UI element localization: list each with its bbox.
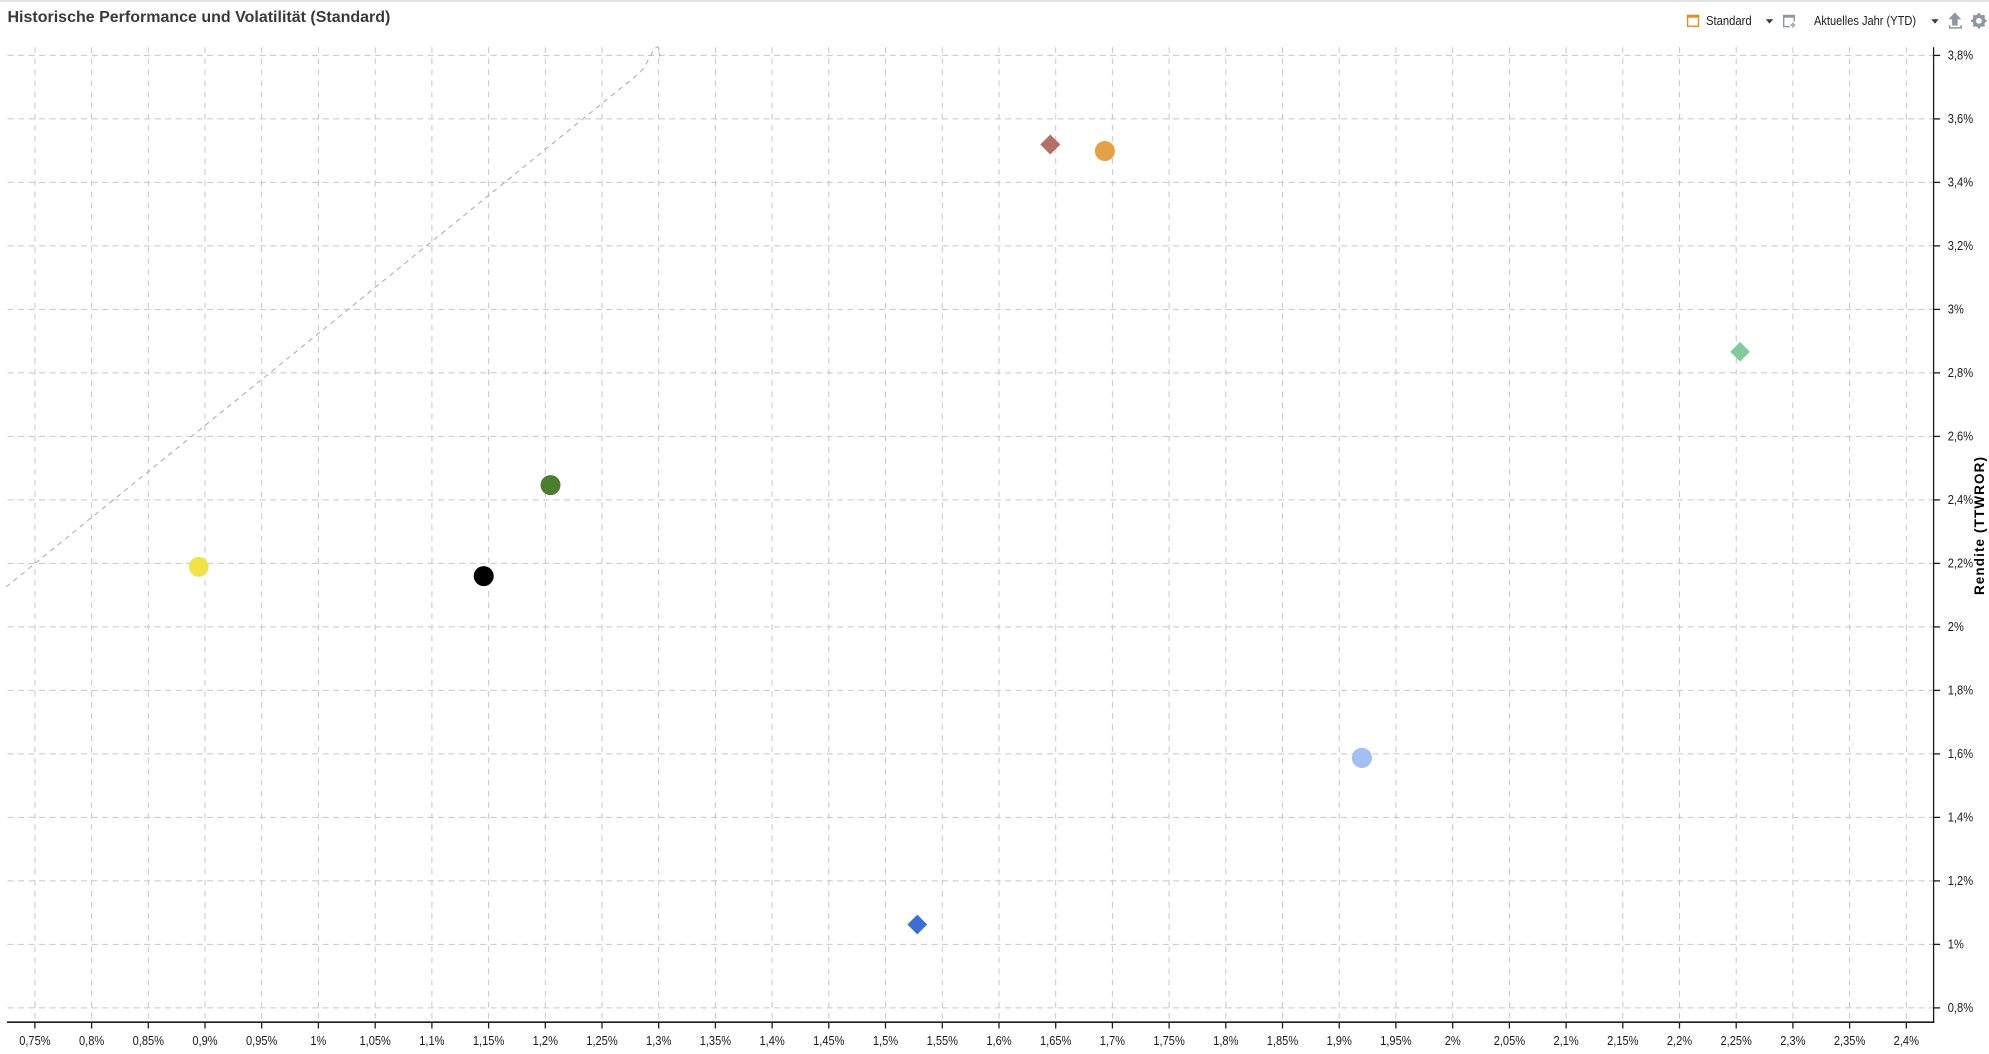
svg-text:0,95%: 0,95% [246,1034,277,1048]
svg-text:1,85%: 1,85% [1267,1034,1298,1048]
svg-text:1,1%: 1,1% [419,1034,444,1048]
svg-text:1,8%: 1,8% [1213,1034,1238,1048]
svg-text:0,8%: 0,8% [79,1034,104,1048]
svg-text:2%: 2% [1948,620,1964,634]
svg-text:3%: 3% [1948,303,1964,317]
svg-text:1,05%: 1,05% [360,1034,391,1048]
svg-text:1,2%: 1,2% [1948,874,1973,888]
svg-text:0,85%: 0,85% [133,1034,164,1048]
svg-text:1,8%: 1,8% [1948,684,1973,698]
svg-text:2,35%: 2,35% [1834,1034,1865,1048]
svg-text:1,65%: 1,65% [1040,1034,1071,1048]
svg-text:1,2%: 1,2% [533,1034,558,1048]
svg-text:1,75%: 1,75% [1153,1034,1184,1048]
svg-text:2,4%: 2,4% [1948,493,1973,507]
svg-text:1,25%: 1,25% [586,1034,617,1048]
svg-text:2,1%: 2,1% [1553,1034,1578,1048]
svg-text:1,7%: 1,7% [1100,1034,1125,1048]
svg-text:0,75%: 0,75% [19,1034,50,1048]
svg-text:1,35%: 1,35% [700,1034,731,1048]
svg-text:2,4%: 2,4% [1894,1034,1919,1048]
svg-text:2,2%: 2,2% [1667,1034,1692,1048]
svg-text:0,9%: 0,9% [192,1034,217,1048]
svg-text:1,3%: 1,3% [646,1034,671,1048]
svg-text:3,8%: 3,8% [1948,49,1973,63]
svg-text:Rendite (TTWROR): Rendite (TTWROR) [1972,456,1987,595]
svg-text:2,05%: 2,05% [1494,1034,1525,1048]
svg-text:2,6%: 2,6% [1948,430,1973,444]
svg-text:1,45%: 1,45% [813,1034,844,1048]
svg-text:2,2%: 2,2% [1948,557,1973,571]
svg-text:2,3%: 2,3% [1780,1034,1805,1048]
svg-text:1%: 1% [1948,938,1964,952]
svg-text:2%: 2% [1445,1034,1461,1048]
svg-text:1,95%: 1,95% [1380,1034,1411,1048]
svg-text:1,9%: 1,9% [1327,1034,1352,1048]
svg-text:0,8%: 0,8% [1948,1001,1973,1015]
svg-text:3,2%: 3,2% [1948,239,1973,253]
svg-text:1,4%: 1,4% [759,1034,784,1048]
svg-text:1,55%: 1,55% [927,1034,958,1048]
svg-text:1,6%: 1,6% [1948,747,1973,761]
svg-text:2,25%: 2,25% [1721,1034,1752,1048]
svg-text:3,6%: 3,6% [1948,112,1973,126]
svg-text:1,15%: 1,15% [473,1034,504,1048]
svg-text:1,5%: 1,5% [873,1034,898,1048]
svg-text:3,4%: 3,4% [1948,176,1973,190]
svg-text:1%: 1% [310,1034,326,1048]
svg-text:1,6%: 1,6% [986,1034,1011,1048]
svg-text:1,4%: 1,4% [1948,811,1973,825]
svg-text:2,15%: 2,15% [1607,1034,1638,1048]
svg-text:2,8%: 2,8% [1948,366,1973,380]
